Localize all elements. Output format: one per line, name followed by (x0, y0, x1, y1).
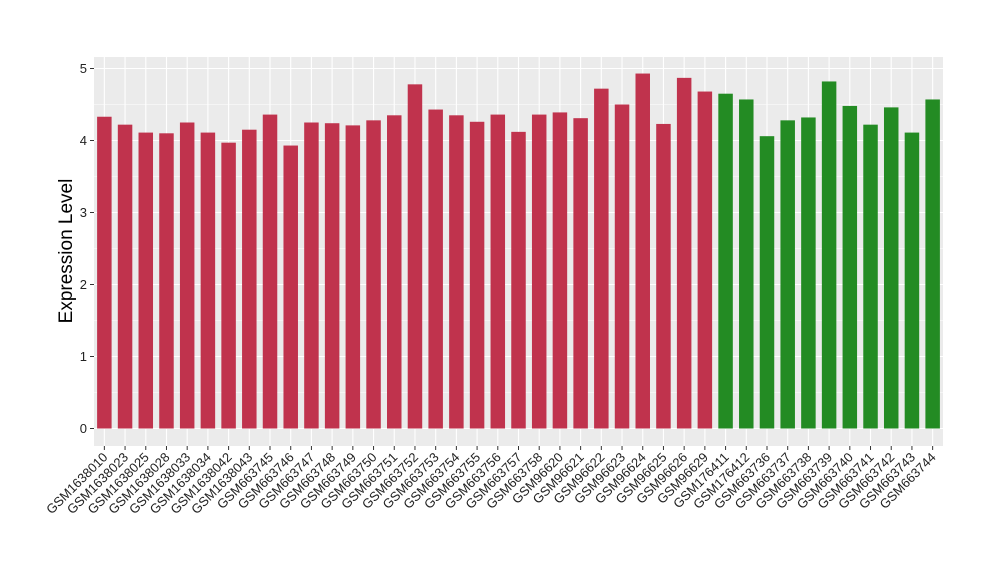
bar-GSM1638034 (200, 132, 216, 429)
bar-GSM663742 (883, 107, 899, 429)
bar-GSM663753 (428, 109, 443, 429)
y-axis: 0 1 2 3 4 5 (80, 61, 94, 436)
bar-GSM176411 (718, 93, 733, 429)
x-axis: GSM1638010GSM1638023GSM1638025GSM1638028… (43, 446, 939, 517)
y-tick-label: 3 (80, 205, 87, 220)
bar-GSM663737 (780, 120, 795, 429)
y-tick-label: 1 (80, 349, 87, 364)
bar-GSM663757 (511, 131, 526, 429)
bar-GSM663738 (801, 117, 816, 429)
bar-GSM1638043 (242, 129, 257, 429)
bar-GSM663745 (262, 114, 278, 429)
bar-GSM663748 (324, 123, 340, 429)
bar-GSM96623 (614, 104, 630, 429)
y-tick-label: 4 (80, 133, 87, 148)
bar-GSM176412 (739, 99, 754, 429)
y-axis-title: Expression Level (56, 179, 77, 324)
bar-GSM96620 (552, 112, 568, 429)
bar-GSM1638023 (117, 124, 133, 429)
bar-GSM663744 (925, 99, 940, 429)
bar-GSM1638025 (138, 132, 154, 429)
bar-GSM663755 (469, 121, 485, 429)
bar-GSM96622 (594, 88, 609, 429)
bar-GSM663736 (759, 136, 775, 429)
bar-GSM96624 (635, 73, 650, 429)
bar-GSM663750 (366, 120, 381, 429)
bar-GSM96629 (697, 91, 713, 429)
bar-GSM96626 (676, 77, 692, 429)
bar-GSM1638028 (159, 133, 174, 429)
y-tick-label: 2 (80, 277, 87, 292)
bar-GSM663741 (863, 124, 878, 429)
bar-GSM663758 (531, 114, 547, 429)
bar-GSM663752 (407, 84, 423, 429)
bar-GSM663740 (842, 105, 858, 429)
bar-GSM663754 (449, 115, 464, 429)
bar-GSM96625 (656, 123, 671, 429)
bar-GSM663746 (283, 145, 298, 429)
bar-GSM663756 (490, 114, 506, 429)
bar-GSM1638010 (97, 116, 112, 429)
bar-GSM1638042 (221, 142, 236, 429)
bar-GSM663749 (345, 125, 361, 429)
bar-GSM663751 (387, 115, 402, 429)
bar-GSM663739 (821, 81, 837, 429)
bar-GSM1638033 (179, 122, 195, 429)
bars (97, 73, 940, 429)
bar-GSM663747 (304, 122, 319, 429)
bar-GSM96621 (573, 118, 588, 429)
y-tick-label: 0 (80, 421, 87, 436)
y-tick-label: 5 (80, 61, 87, 76)
bar-GSM663743 (904, 132, 920, 429)
